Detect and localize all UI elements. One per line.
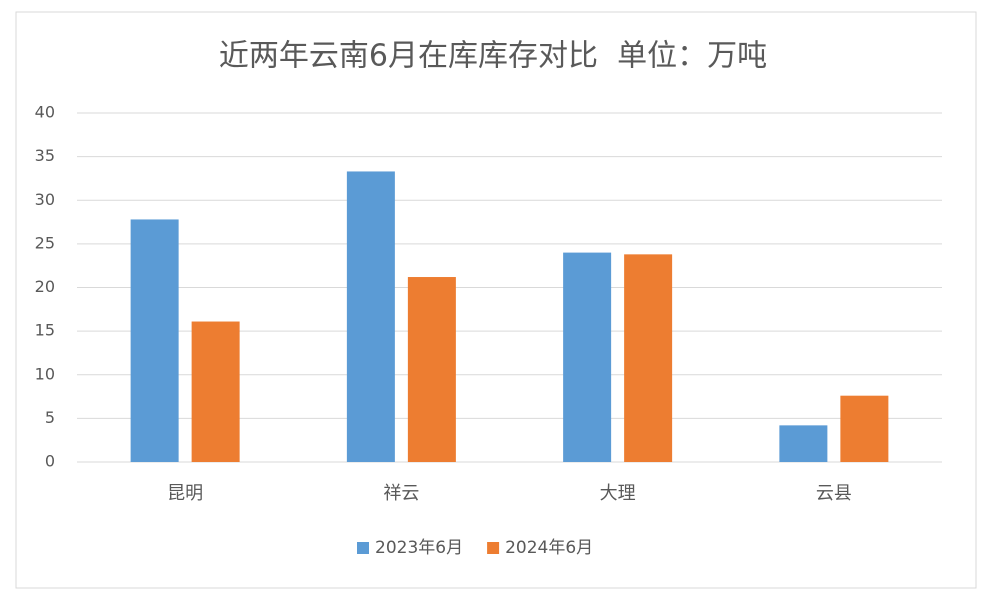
- x-tick-label: 大理: [600, 483, 636, 504]
- bar: [346, 171, 395, 462]
- bar: [130, 219, 179, 462]
- y-tick-label: 10: [35, 364, 55, 383]
- y-tick-label: 25: [35, 233, 55, 252]
- x-tick-label: 昆明: [167, 483, 203, 504]
- y-tick-label: 0: [45, 452, 55, 471]
- bar: [624, 254, 673, 462]
- legend-swatch: [357, 542, 369, 554]
- legend-swatch: [487, 542, 500, 554]
- y-tick-label: 35: [35, 146, 55, 165]
- legend-label: 2024年6月: [505, 538, 593, 558]
- bar: [191, 321, 240, 462]
- y-tick-label: 5: [45, 408, 55, 427]
- legend-label: 2023年6月: [375, 538, 463, 558]
- y-tick-label: 20: [35, 277, 55, 296]
- y-tick-label: 30: [35, 190, 55, 209]
- chart-title: 近两年云南6月在库库存对比 单位：万吨: [219, 39, 767, 74]
- bar: [840, 395, 889, 462]
- y-tick-label: 15: [35, 321, 55, 340]
- x-tick-label: 祥云: [383, 483, 419, 504]
- bar: [407, 277, 456, 462]
- y-tick-label: 40: [35, 103, 55, 122]
- bar: [563, 252, 612, 462]
- bar: [779, 425, 828, 462]
- x-tick-label: 云县: [816, 483, 852, 504]
